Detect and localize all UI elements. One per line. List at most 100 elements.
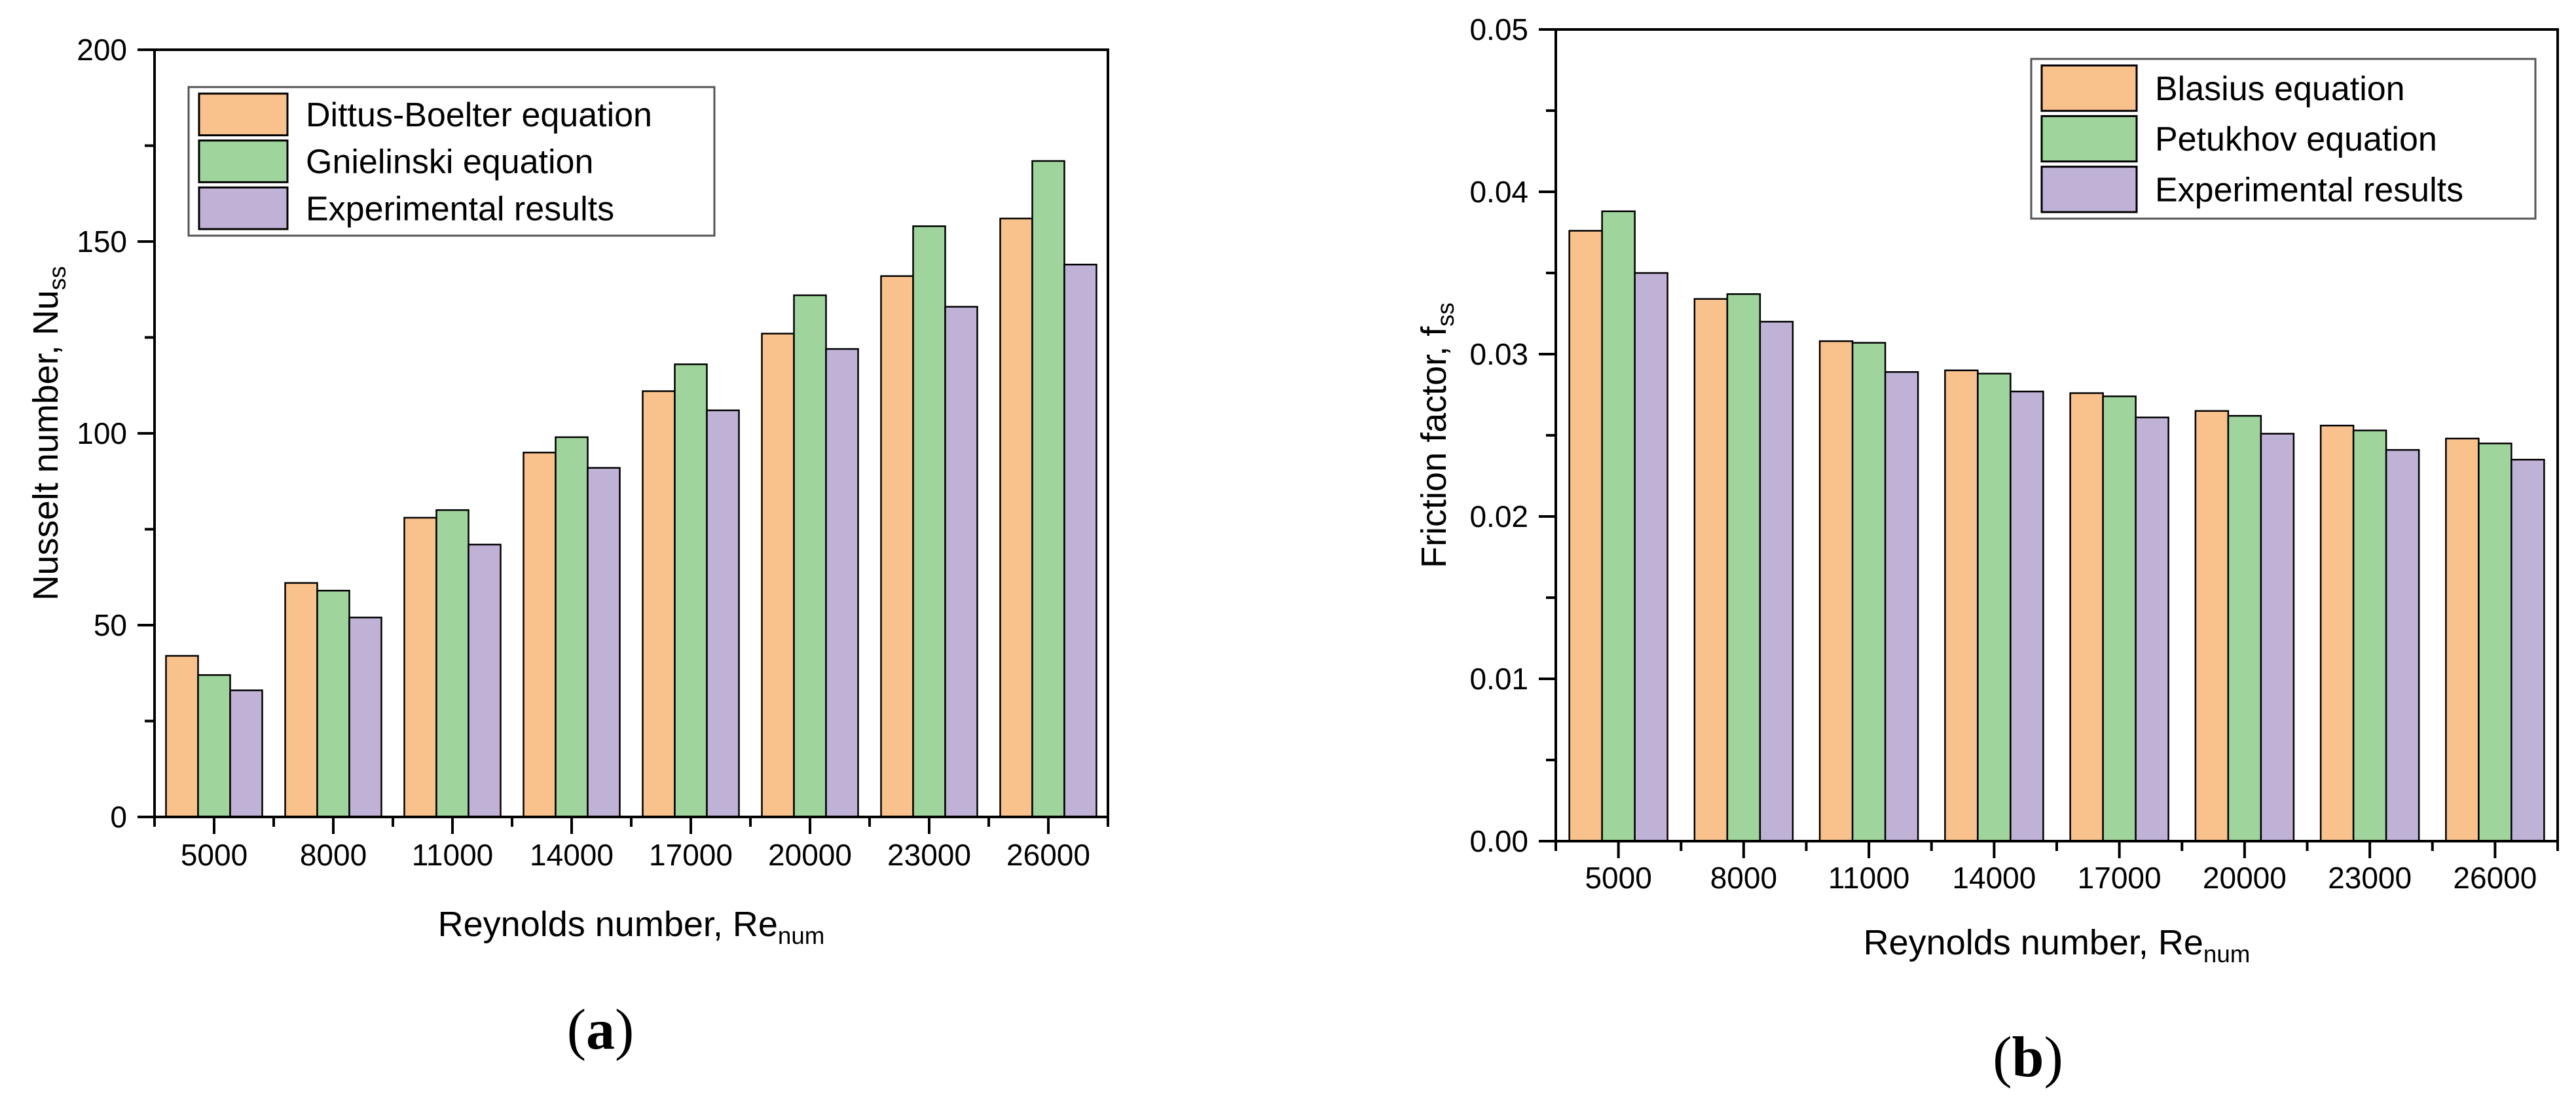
bar-petukhov-equation-23000 — [2352, 429, 2387, 842]
bar-experimental-results-11000 — [1884, 371, 1919, 842]
x-axis-title-main: Reynolds number, Re — [1864, 923, 2203, 962]
bar-petukhov-equation-11000 — [1851, 342, 1886, 842]
chart-panel-b: 0.00 0.01 0.02 0.03 0.04 0.05 5000 8000 11000 140… — [1414, 12, 2559, 967]
bar-gnielinski-equation-23000 — [912, 225, 946, 818]
bar-experimental-results-20000 — [2260, 433, 2295, 842]
y-axis-title-main: Friction factor, f — [1414, 326, 1454, 568]
y-tick-label: 0.02 — [1469, 499, 1528, 533]
legend-label-dittus-boelter-equation: Dittus-Boelter equation — [306, 96, 652, 134]
caption-paren-close: ) — [615, 998, 635, 1062]
bar-dittus-boelter-equation-5000 — [165, 655, 199, 818]
chart-panel-a: 0 50 100 150 200 5000 8000 11000 14000 17000 20000… — [26, 33, 1109, 949]
x-tick-label: 5000 — [181, 838, 248, 872]
bar-gnielinski-equation-8000 — [316, 590, 350, 818]
bar-petukhov-equation-14000 — [1977, 372, 2012, 842]
y-tick-label: 50 — [94, 608, 127, 642]
y-axis-title-subscript: ss — [44, 266, 71, 291]
legend-swatch-petukhov-equation — [2040, 115, 2138, 163]
legend-swatch-dittus-boelter-equation — [198, 92, 289, 137]
bar-experimental-results-23000 — [2385, 449, 2420, 842]
y-tick-label: 0.00 — [1469, 824, 1528, 858]
bar-gnielinski-equation-14000 — [555, 436, 589, 818]
y-tick-label: 150 — [77, 225, 127, 259]
bar-petukhov-equation-20000 — [2227, 414, 2262, 842]
y-tick-label: 0 — [110, 800, 127, 834]
bar-blasius-equation-20000 — [2194, 410, 2230, 842]
series-gnielinski-equation — [197, 160, 1065, 818]
bar-petukhov-equation-26000 — [2478, 443, 2512, 842]
legend: Dittus-Boelter equation Gnielinski equati… — [187, 86, 716, 237]
bar-experimental-results-14000 — [2010, 390, 2044, 842]
y-tick-label: 100 — [77, 416, 127, 450]
caption-paren-close: ) — [2044, 1026, 2063, 1089]
series-blasius-equation — [1568, 230, 2480, 842]
bar-experimental-results-5000 — [1634, 272, 1668, 842]
bar-dittus-boelter-equation-26000 — [999, 217, 1033, 818]
y-tick-label: 0.03 — [1469, 337, 1528, 371]
y-tick-label: 200 — [77, 33, 127, 67]
legend-label-blasius-equation: Blasius equation — [2155, 70, 2405, 108]
caption-paren-open: ( — [566, 998, 586, 1062]
bar-gnielinski-equation-11000 — [435, 509, 469, 818]
bar-blasius-equation-5000 — [1568, 230, 1603, 842]
bar-blasius-equation-14000 — [1944, 369, 1979, 842]
bar-dittus-boelter-equation-23000 — [880, 275, 914, 818]
bar-blasius-equation-17000 — [2069, 392, 2104, 842]
bar-experimental-results-8000 — [1759, 321, 1794, 842]
bar-dittus-boelter-equation-17000 — [642, 390, 676, 818]
legend-swatch-experimental-results — [2040, 166, 2138, 213]
bar-experimental-results-5000 — [229, 689, 263, 818]
caption-letter: b — [2012, 1026, 2044, 1089]
legend-label-gnielinski-equation: Gnielinski equation — [306, 143, 593, 181]
panel-caption-a: (a) — [469, 998, 731, 1062]
x-axis-title-main: Reynolds number, Re — [438, 905, 778, 944]
bar-gnielinski-equation-5000 — [197, 674, 231, 818]
bar-petukhov-equation-8000 — [1726, 293, 1761, 842]
bar-blasius-equation-11000 — [1818, 340, 1854, 842]
x-tick-label: 5000 — [1585, 861, 1651, 895]
x-tick-label: 14000 — [1952, 861, 2036, 895]
x-tick-label: 17000 — [649, 838, 733, 872]
x-tick-label: 20000 — [2203, 861, 2287, 895]
legend-label-experimental-results: Experimental results — [2155, 172, 2463, 209]
legend-label-experimental-results: Experimental results — [306, 190, 614, 228]
y-axis-title: Nusselt number, Nuss — [26, 266, 71, 601]
x-tick-label: 17000 — [2078, 861, 2162, 895]
bar-petukhov-equation-5000 — [1601, 210, 1636, 842]
bar-experimental-results-23000 — [944, 306, 978, 818]
x-tick-label: 23000 — [887, 838, 971, 872]
panel-caption-b: (b) — [1897, 1026, 2159, 1090]
legend-label-petukhov-equation: Petukhov equation — [2155, 120, 2437, 158]
bar-dittus-boelter-equation-20000 — [761, 333, 795, 818]
y-axis-title: Friction factor, fss — [1414, 302, 1459, 568]
y-axis-title-subscript: ss — [1432, 302, 1459, 327]
x-axis-title: Reynolds number, Renum — [1864, 923, 2251, 967]
x-tick-label: 26000 — [2453, 861, 2537, 895]
x-tick-label: 23000 — [2328, 861, 2412, 895]
caption-paren-open: ( — [1993, 1026, 2012, 1089]
x-tick-label: 11000 — [1828, 861, 1910, 895]
legend-swatch-blasius-equation — [2040, 64, 2138, 112]
y-tick-label: 0.04 — [1469, 175, 1528, 209]
y-axis-title-main: Nusselt number, Nu — [26, 290, 65, 600]
bar-petukhov-equation-17000 — [2102, 395, 2137, 842]
bar-gnielinski-equation-26000 — [1031, 160, 1065, 818]
bar-gnielinski-equation-17000 — [674, 363, 708, 818]
legend-swatch-experimental-results — [198, 186, 289, 230]
bar-experimental-results-8000 — [348, 617, 382, 818]
bar-experimental-results-11000 — [468, 543, 502, 818]
bar-blasius-equation-23000 — [2319, 424, 2355, 842]
x-tick-label: 8000 — [300, 838, 367, 872]
bar-experimental-results-26000 — [1063, 263, 1097, 818]
x-tick-label: 20000 — [768, 838, 852, 872]
x-tick-label: 11000 — [412, 838, 494, 872]
x-tick-label: 8000 — [1710, 861, 1777, 895]
series-petukhov-equation — [1601, 210, 2512, 842]
x-axis-title-subscript: num — [2203, 941, 2250, 967]
x-axis-title: Reynolds number, Renum — [438, 905, 825, 949]
bar-gnielinski-equation-20000 — [793, 294, 827, 818]
bar-experimental-results-14000 — [587, 467, 621, 818]
bar-experimental-results-17000 — [706, 409, 740, 818]
